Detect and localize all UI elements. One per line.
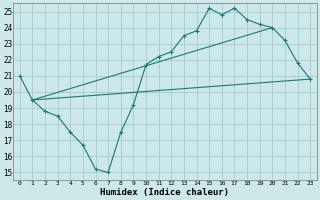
- X-axis label: Humidex (Indice chaleur): Humidex (Indice chaleur): [100, 188, 229, 197]
